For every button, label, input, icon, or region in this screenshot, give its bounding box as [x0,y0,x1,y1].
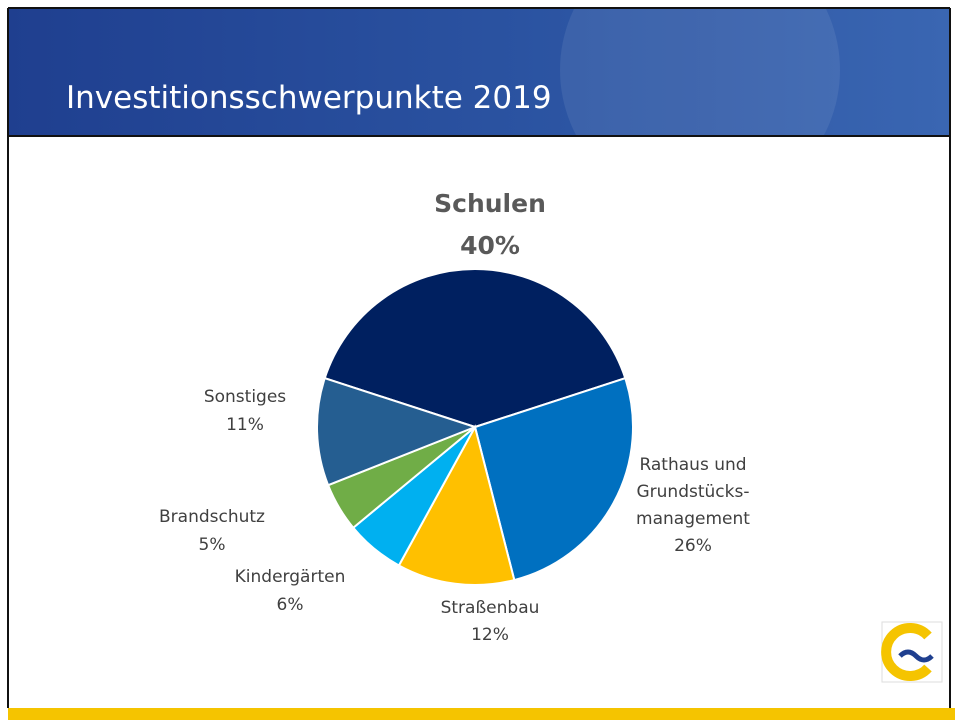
slice-label: Rathaus und Grundstücks-management [636,455,750,529]
footer-bar [8,708,955,720]
pie-slice [323,268,627,429]
label-line: Brandschutz [159,507,265,527]
logo [881,621,943,683]
slice-value-label: 5% [199,535,226,555]
label-line: management [636,509,750,529]
slice-value-label: 11% [226,415,264,435]
slice-label: Sonstiges [204,387,286,407]
slice-value-label: 26% [674,536,712,556]
label-line: Sonstiges [204,387,286,407]
logo-arc [881,623,932,681]
slice-value-label: 6% [277,595,304,615]
slice-label: Brandschutz [159,507,265,527]
label-line: Kindergärten [235,567,346,587]
slice-label: Straßenbau [441,598,540,618]
pie-slice [316,376,478,487]
pie-slice [473,376,634,582]
label-line: Straßenbau [441,598,540,618]
header-banner [8,8,950,136]
slice-label: Kindergärten [235,567,346,587]
header-decoration [560,0,840,210]
pie-slice [397,424,516,586]
slice-value-label: 12% [471,625,509,645]
pie-chart: Schulen 40% Rathaus und Grundstücks-managem… [159,189,750,645]
slide-title: Investitionsschwerpunkte 2019 [66,80,552,116]
label-line: Rathaus und [639,455,746,475]
label-line: Grundstücks- [637,482,750,502]
slice-value-label: 40% [460,231,520,260]
slice-label: Schulen [434,189,546,218]
logo-wave [898,649,934,663]
label-line: Schulen [434,189,546,218]
